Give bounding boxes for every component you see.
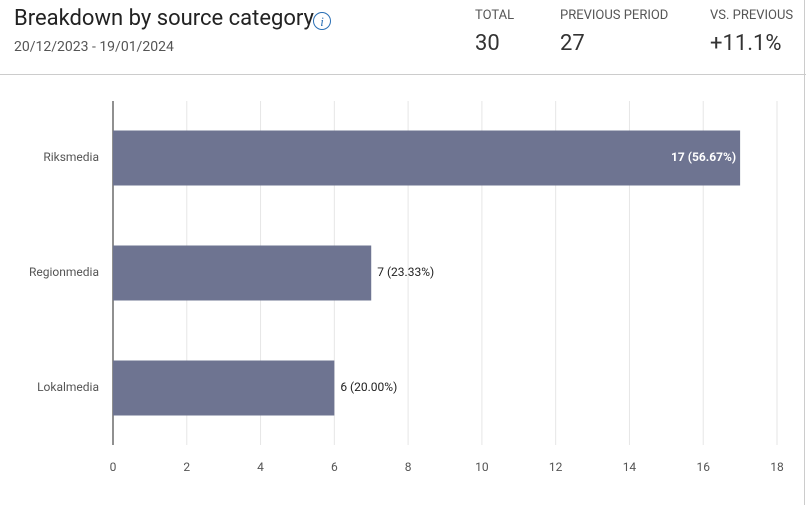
stat-label: TOTAL	[475, 8, 515, 23]
y-tick-label: Riksmedia	[43, 150, 99, 164]
stat-value: 30	[475, 31, 500, 56]
x-tick-label: 6	[331, 460, 338, 474]
border	[804, 0, 805, 505]
x-tick-label: 14	[623, 460, 637, 474]
stat-value: +11.1%	[710, 31, 782, 56]
value-label: 6 (20.00%)	[340, 380, 397, 394]
value-label: 17 (56.67%)	[671, 150, 736, 164]
stat-label: PREVIOUS PERIOD	[560, 8, 669, 23]
y-tick-label: Lokalmedia	[37, 380, 99, 394]
info-icon[interactable]: i	[313, 12, 331, 30]
x-tick-label: 4	[257, 460, 264, 474]
bar	[113, 360, 335, 416]
bar	[113, 130, 741, 186]
stat-label: VS. PREVIOUS	[710, 8, 794, 23]
x-tick-label: 8	[405, 460, 412, 474]
stat-value: 27	[560, 31, 585, 56]
title: Breakdown by source category	[14, 6, 314, 31]
x-tick-label: 2	[183, 460, 190, 474]
y-tick-label: Regionmedia	[29, 265, 99, 279]
x-tick-label: 12	[549, 460, 563, 474]
divider	[0, 74, 806, 75]
x-tick-label: 18	[770, 460, 784, 474]
x-tick-label: 16	[696, 460, 710, 474]
value-label: 7 (23.33%)	[377, 265, 434, 279]
x-tick-label: 10	[475, 460, 489, 474]
date-range: 20/12/2023 - 19/01/2024	[14, 39, 174, 55]
x-tick-label: 0	[110, 460, 117, 474]
bar	[113, 245, 372, 301]
